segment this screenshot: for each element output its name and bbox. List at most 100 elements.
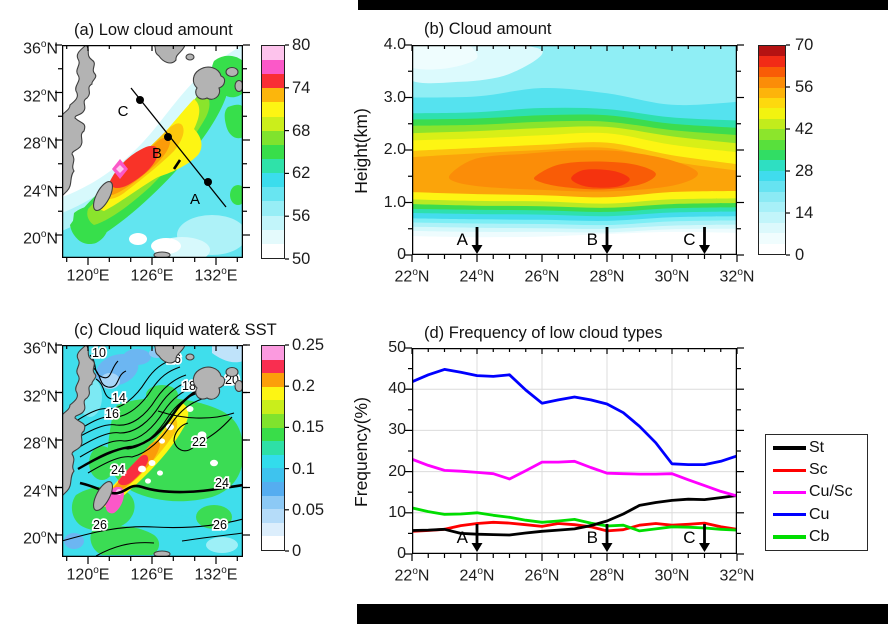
tick-label: 3.0 xyxy=(383,88,406,106)
panel-a-title: (a) Low cloud amount xyxy=(74,21,233,39)
tick-label: 10 xyxy=(388,503,406,521)
tick-label: 56 xyxy=(292,207,311,226)
colorbar-segment xyxy=(262,130,284,145)
tick-label: 20 xyxy=(388,462,406,480)
sst-contour-label: 26 xyxy=(93,518,107,532)
legend-item-Cb: Cb xyxy=(766,528,867,546)
tick-label: 132oE xyxy=(194,266,238,285)
colorbar-segment xyxy=(759,212,785,223)
colorbar-segment xyxy=(759,160,785,171)
tick-label: 0 xyxy=(795,246,805,264)
tick-label: 28oN xyxy=(589,566,625,585)
colorbar-segment xyxy=(262,116,284,131)
legend-label: Cb xyxy=(809,527,830,545)
tick-label: 32oN xyxy=(719,267,755,286)
legend-label: Cu/Sc xyxy=(809,483,853,501)
tick-label: 126oE xyxy=(130,565,174,584)
transect-point-C xyxy=(136,96,144,104)
sst-contour-label-group: 1016182014162224242626 xyxy=(90,345,240,534)
tick-label: 0.15 xyxy=(292,418,325,437)
transect-label-C: C xyxy=(118,103,129,120)
colorbar-segment xyxy=(262,373,284,387)
legend-item-Cu: Cu xyxy=(766,506,867,524)
legend-label: Cu xyxy=(809,505,830,523)
taiwan-land xyxy=(92,180,114,212)
redaction-bar-top xyxy=(358,0,888,10)
colorbar-segment xyxy=(262,495,284,510)
colorbar-segment xyxy=(262,386,284,401)
tick-label: 2.0 xyxy=(383,141,406,158)
tick-label: 0.05 xyxy=(292,500,325,519)
legend-label: Sc xyxy=(809,461,828,479)
legend-line-sample xyxy=(773,534,806,539)
tick-label: 24oN xyxy=(459,566,495,585)
colorbar-segment xyxy=(759,66,785,78)
colorbar-segment xyxy=(262,159,284,174)
tick-label: 28oN xyxy=(23,434,58,453)
panel-d-line-chart xyxy=(412,348,737,554)
tick-label: 0.1 xyxy=(292,459,315,478)
tick-label: 62 xyxy=(292,164,311,183)
colorbar-segment xyxy=(262,427,284,442)
series-line-Sc xyxy=(412,520,737,533)
colorbar-segment xyxy=(262,144,284,160)
tick-label: 120oE xyxy=(66,266,110,285)
colorbar-segment xyxy=(759,149,785,161)
land-masses xyxy=(62,345,243,557)
colorbar-segment xyxy=(759,201,785,213)
small-island-mark xyxy=(172,159,182,170)
transect-label-A: A xyxy=(190,191,200,208)
colorbar-segment xyxy=(759,87,785,98)
land-masses xyxy=(62,45,243,258)
tick-label: 126oE xyxy=(130,266,174,285)
tick-label: 22oN xyxy=(394,566,430,585)
colorbar-segment xyxy=(262,201,284,216)
kyushu-land xyxy=(192,66,226,100)
tick-label: 80 xyxy=(292,36,311,54)
tick-label: 0 xyxy=(397,246,406,263)
tick-label: 0.2 xyxy=(292,377,315,396)
tick-label: 24oN xyxy=(23,481,58,500)
sst-contour-label: 24 xyxy=(215,476,229,490)
panel-b-title: (b) Cloud amount xyxy=(424,20,552,38)
colorbar-segment xyxy=(759,108,785,119)
colorbar-segment xyxy=(262,102,284,117)
colorbar-segment xyxy=(262,215,284,230)
panel-b-colorbar xyxy=(758,45,786,255)
tick-label: 24oN xyxy=(459,267,495,286)
colorbar-segment xyxy=(759,118,785,130)
tick-label: 26oN xyxy=(524,267,560,286)
legend-label: St xyxy=(809,439,825,457)
panel-a-colorbar xyxy=(261,45,285,259)
cloud-max-red xyxy=(110,145,159,189)
colorbar-segment xyxy=(262,173,284,188)
sst-contour-label: 22 xyxy=(192,435,206,449)
tick-label: 36oN xyxy=(23,339,58,358)
panel-c-map: 1016182014162224242626 xyxy=(62,345,243,557)
tick-label: 120oE xyxy=(66,565,110,584)
legend-line-sample xyxy=(773,446,806,450)
tick-label: 36oN xyxy=(23,39,58,58)
colorbar-segment xyxy=(262,359,284,374)
colorbar-segment xyxy=(262,454,284,469)
transect-point-A xyxy=(204,178,212,186)
tick-label: 28 xyxy=(795,162,814,180)
tick-label: 32oN xyxy=(23,386,58,405)
colorbar-segment xyxy=(262,400,284,415)
colorbar-segment xyxy=(262,229,284,244)
tick-label: 26oN xyxy=(524,566,560,585)
tick-label: 40 xyxy=(388,380,406,398)
colorbar-segment xyxy=(759,170,785,182)
tick-label: 32oN xyxy=(719,566,755,585)
legend-line-sample xyxy=(773,490,806,495)
transect-label-B: B xyxy=(152,145,162,162)
panel-b-cross-section xyxy=(412,45,737,255)
colorbar-segment xyxy=(759,56,785,67)
tick-label: 20oN xyxy=(23,229,58,248)
colorbar-segment xyxy=(759,139,785,150)
tick-label: 56 xyxy=(795,78,814,96)
colorbar-segment xyxy=(759,222,785,234)
colorbar-segment xyxy=(262,346,284,360)
tick-label: 28oN xyxy=(23,134,58,153)
